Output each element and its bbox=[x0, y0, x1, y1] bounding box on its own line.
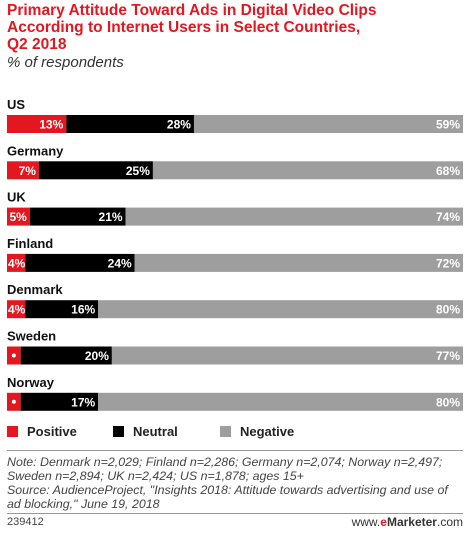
bar-neutral-norway bbox=[20, 392, 99, 411]
chart-title: Primary Attitude Toward Ads in Digital V… bbox=[7, 2, 463, 53]
bar-negative-finland bbox=[134, 253, 463, 272]
value-label-positive-us: 13% bbox=[39, 118, 63, 132]
value-label-neutral-denmark: 16% bbox=[71, 303, 95, 317]
value-label-negative-uk: 74% bbox=[436, 210, 460, 224]
value-label-negative-sweden: 77% bbox=[436, 349, 460, 363]
bar-negative-us bbox=[193, 115, 463, 133]
bar-negative-sweden bbox=[111, 346, 463, 365]
brand-suffix: .com bbox=[436, 515, 463, 529]
bar-neutral-germany bbox=[38, 161, 153, 180]
bar-positive-germany bbox=[7, 161, 39, 180]
bar-negative-uk bbox=[125, 207, 463, 226]
value-label-positive-uk: 5% bbox=[9, 210, 27, 224]
legend-label-negative: Negative bbox=[240, 424, 295, 439]
value-label-neutral-norway: 17% bbox=[71, 395, 95, 409]
legend-label-positive: Positive bbox=[27, 424, 77, 439]
value-label-negative-germany: 68% bbox=[436, 164, 460, 178]
bar-negative-germany bbox=[152, 161, 464, 180]
value-label-neutral-uk: 21% bbox=[99, 210, 123, 224]
brand-name: Marketer bbox=[386, 515, 437, 529]
category-label-uk: UK bbox=[7, 190, 26, 205]
legend-swatch-neutral bbox=[113, 426, 124, 437]
value-label-negative-us: 59% bbox=[436, 118, 460, 132]
bar-neutral-sweden bbox=[20, 346, 112, 365]
value-label-positive-finland: 4% bbox=[8, 256, 26, 270]
chart-note-source: Note: Denmark n=2,029; Finland n=2,286; … bbox=[7, 455, 448, 511]
value-label-negative-finland: 72% bbox=[436, 256, 460, 270]
bar-positive-uk bbox=[7, 207, 30, 226]
chart-legend: Positive Neutral Negative bbox=[7, 424, 467, 440]
value-label-negative-denmark: 80% bbox=[436, 303, 460, 317]
value-label-negative-norway: 80% bbox=[436, 395, 460, 409]
bar-negative-denmark bbox=[98, 300, 463, 319]
value-label-positive-germany: 7% bbox=[19, 164, 37, 178]
legend-item-negative: Negative bbox=[220, 424, 294, 439]
chart-subtitle: % of respondents bbox=[7, 54, 124, 71]
bar-neutral-us bbox=[66, 115, 194, 133]
legend-swatch-positive bbox=[7, 426, 18, 437]
bar-neutral-denmark bbox=[25, 300, 99, 319]
value-label-neutral-germany: 25% bbox=[126, 164, 150, 178]
brand-prefix: www. bbox=[351, 515, 381, 529]
category-label-denmark: Denmark bbox=[7, 282, 63, 297]
category-label-finland: Finland bbox=[7, 236, 53, 251]
leader-dot-norway bbox=[11, 399, 16, 404]
bar-positive-us bbox=[7, 115, 67, 133]
legend-swatch-negative bbox=[220, 426, 231, 437]
title-line-3: Q2 2018 bbox=[7, 36, 67, 53]
value-label-positive-denmark: 4% bbox=[8, 303, 26, 317]
category-label-us: US bbox=[7, 97, 25, 112]
title-line-2: According to Internet Users in Select Co… bbox=[7, 19, 361, 36]
divider-top bbox=[7, 450, 463, 451]
bar-negative-norway bbox=[98, 392, 463, 411]
stacked-bar-chart: US 13% 28% 59% Germany 7% 25% 68% UK 5% 21% 74% Finl… bbox=[7, 97, 464, 411]
legend-item-positive: Positive bbox=[7, 424, 77, 439]
brand-accent: e bbox=[380, 515, 387, 529]
divider-bottom bbox=[7, 513, 463, 514]
value-label-neutral-sweden: 20% bbox=[85, 349, 109, 363]
bar-neutral-finland bbox=[25, 253, 135, 272]
title-line-1: Primary Attitude Toward Ads in Digital V… bbox=[7, 2, 377, 19]
bar-neutral-uk bbox=[29, 207, 126, 226]
category-label-germany: Germany bbox=[7, 143, 64, 158]
bar-positive-finland bbox=[7, 253, 26, 272]
leader-dot-sweden bbox=[11, 353, 16, 358]
value-label-neutral-finland: 24% bbox=[108, 256, 132, 270]
category-label-sweden: Sweden bbox=[7, 329, 56, 344]
chart-id: 239412 bbox=[7, 516, 44, 528]
legend-item-neutral: Neutral bbox=[113, 424, 178, 439]
emarketer-logo[interactable]: www.eMarketer.com bbox=[352, 515, 463, 529]
category-label-norway: Norway bbox=[7, 375, 55, 390]
legend-label-neutral: Neutral bbox=[133, 424, 178, 439]
value-label-neutral-us: 28% bbox=[167, 118, 191, 132]
chart-header: Primary Attitude Toward Ads in Digital V… bbox=[7, 2, 463, 72]
bar-positive-denmark bbox=[7, 300, 26, 319]
